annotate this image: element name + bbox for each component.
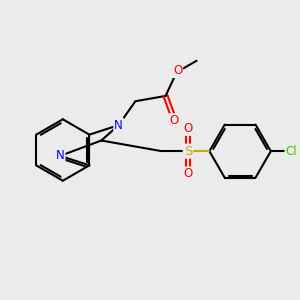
Text: O: O	[169, 114, 178, 127]
Text: N: N	[114, 119, 123, 132]
Text: N: N	[56, 149, 64, 162]
Text: O: O	[173, 64, 182, 77]
Text: Cl: Cl	[286, 145, 297, 158]
Text: S: S	[184, 145, 192, 158]
Text: O: O	[183, 122, 193, 135]
Text: O: O	[183, 167, 193, 180]
